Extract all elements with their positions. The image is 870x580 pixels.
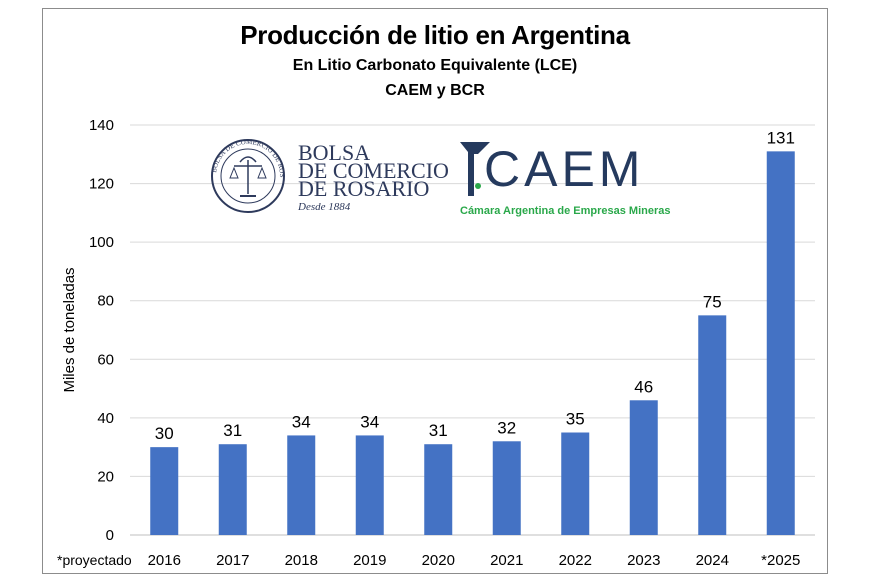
x-tick-label: 2023 <box>627 552 660 569</box>
bar <box>629 400 658 535</box>
data-label: 34 <box>292 412 311 431</box>
x-tick-label: *2025 <box>761 552 800 569</box>
bar <box>150 447 179 535</box>
bar <box>766 151 795 535</box>
chart-subtitle: En Litio Carbonato Equivalente (LCE) <box>292 57 578 74</box>
x-tick-label: 2024 <box>696 552 729 569</box>
caem-logo: CAEM Cámara Argentina de Empresas Minera… <box>460 141 671 217</box>
data-label: 75 <box>703 292 722 311</box>
y-axis-ticks: 0 20 40 60 80 100 120 140 <box>89 117 114 544</box>
bar <box>698 315 727 535</box>
x-axis-ticks: 2016 2017 2018 2019 2020 2021 2022 2023 2024 *202… <box>148 552 801 569</box>
caem-wordmark: CAEM <box>484 141 644 197</box>
y-tick-label: 40 <box>97 410 114 427</box>
bar <box>561 432 590 535</box>
x-tick-label: 2018 <box>285 552 318 569</box>
y-tick-label: 80 <box>97 293 114 310</box>
x-tick-label: 2019 <box>353 552 386 569</box>
bar <box>492 441 521 535</box>
bar <box>218 444 247 535</box>
y-tick-label: 140 <box>89 117 114 134</box>
y-axis-label: Miles de toneladas <box>61 267 78 392</box>
chart-source: CAEM y BCR <box>385 82 485 99</box>
data-label: 35 <box>566 410 585 429</box>
bcr-seal-text: BOLSA DE COMERCIO DE ROSARIO <box>0 0 286 178</box>
data-labels: 30 31 34 34 31 32 35 46 75 131 <box>155 128 795 443</box>
chart-title: Producción de litio en Argentina <box>240 20 630 50</box>
bcr-line-2: DE COMERCIO <box>298 158 449 183</box>
y-tick-label: 60 <box>97 351 114 368</box>
bcr-seal-icon: BOLSA DE COMERCIO DE ROSARIO <box>0 0 286 213</box>
x-tick-label: 2020 <box>422 552 455 569</box>
x-tick-label: 2022 <box>559 552 592 569</box>
data-label: 31 <box>223 421 242 440</box>
data-label: 31 <box>429 421 448 440</box>
data-label: 30 <box>155 424 174 443</box>
bars <box>150 151 795 535</box>
bcr-line-3: DE ROSARIO <box>298 176 429 201</box>
data-label: 32 <box>497 418 516 437</box>
y-tick-label: 20 <box>97 468 114 485</box>
y-tick-label: 120 <box>89 176 114 193</box>
data-label: 131 <box>767 128 795 147</box>
bcr-since: Desde 1884 <box>297 201 351 213</box>
bar <box>355 435 384 535</box>
bcr-line-1: BOLSA <box>298 140 370 165</box>
y-tick-label: 100 <box>89 234 114 251</box>
bar <box>424 444 453 535</box>
projection-note: *proyectado <box>57 552 132 568</box>
data-label: 34 <box>360 412 379 431</box>
x-tick-label: 2021 <box>490 552 523 569</box>
x-tick-label: 2016 <box>148 552 181 569</box>
x-tick-label: 2017 <box>216 552 249 569</box>
bcr-logo: BOLSA DE COMERCIO DE ROSARIO BOLSA DE CO… <box>0 0 449 213</box>
bar <box>287 435 316 535</box>
caem-full-name: Cámara Argentina de Empresas Mineras <box>460 205 671 217</box>
caem-mark-icon <box>460 142 490 196</box>
data-label: 46 <box>634 377 653 396</box>
y-tick-label: 0 <box>106 527 114 544</box>
